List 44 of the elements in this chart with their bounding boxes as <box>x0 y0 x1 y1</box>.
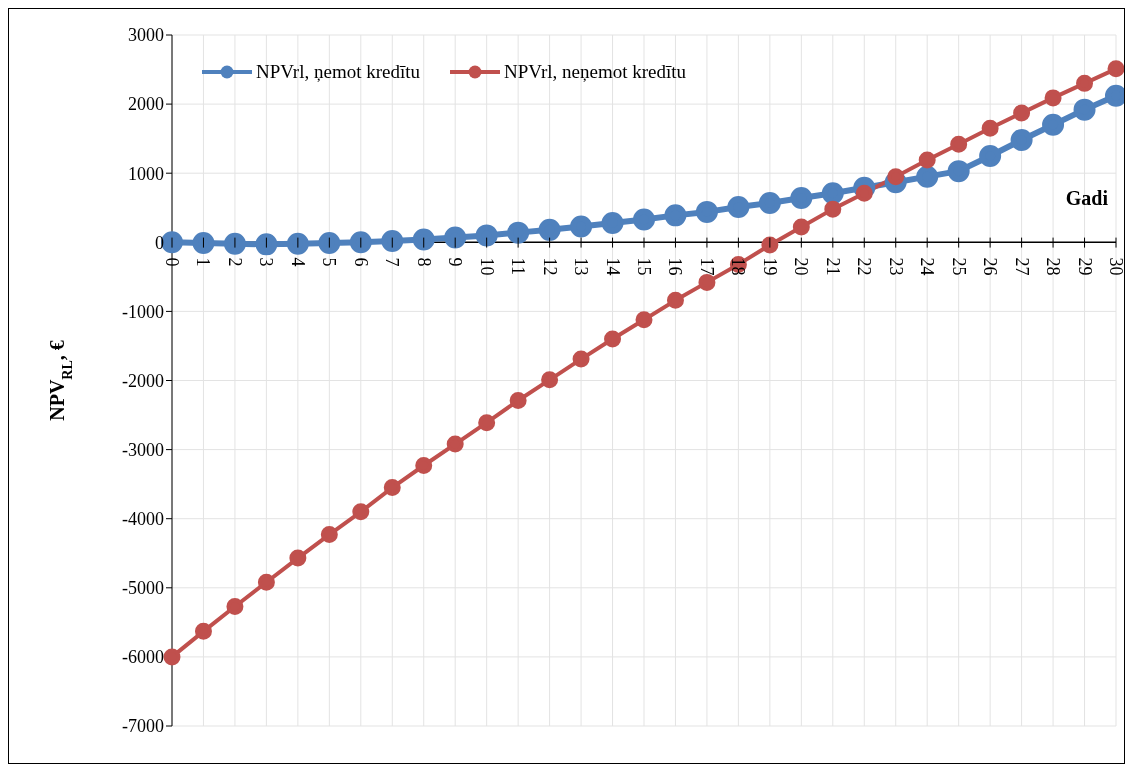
x-tick-label: 7 <box>382 257 403 267</box>
x-tick-label: 5 <box>319 257 340 267</box>
y-tick-label: -4000 <box>122 509 164 530</box>
y-tick-label: -2000 <box>122 370 164 391</box>
y-tick-label: 1000 <box>128 163 164 184</box>
x-tick-label: 28 <box>1043 257 1064 276</box>
x-tick-label: 21 <box>822 257 843 276</box>
x-tick-label: 19 <box>759 257 780 276</box>
legend-label: NPVrl, neņemot kredītu <box>504 61 687 83</box>
x-tick-label: 30 <box>1106 257 1126 276</box>
x-tick-label: 25 <box>948 257 969 276</box>
x-tick-label: 11 <box>508 257 529 275</box>
x-tick-label: 14 <box>602 257 623 276</box>
x-tick-label: 8 <box>413 257 434 267</box>
x-tick-label: 22 <box>854 257 875 276</box>
x-tick-label: 27 <box>1011 257 1032 276</box>
legend-label: NPVrl, ņemot kredītu <box>256 61 421 83</box>
x-tick-label: 18 <box>728 257 749 276</box>
x-tick-label: 23 <box>885 257 906 276</box>
x-tick-label: 4 <box>287 257 308 267</box>
x-tick-label: 6 <box>350 257 371 267</box>
x-tick-label: 3 <box>256 257 277 267</box>
y-tick-label: 2000 <box>128 94 164 115</box>
x-tick-label: 2 <box>224 257 245 267</box>
x-tick-label: 15 <box>634 257 654 276</box>
x-tick-label: 1 <box>193 257 214 267</box>
y-tick-label: -1000 <box>122 301 164 322</box>
x-tick-label: 9 <box>445 257 466 267</box>
x-tick-label: 0 <box>162 257 182 267</box>
x-tick-label: 10 <box>476 257 497 276</box>
y-tick-label: -6000 <box>122 647 164 668</box>
x-tick-label: 26 <box>980 257 1001 276</box>
x-axis-title: Gadi <box>1065 186 1108 210</box>
x-tick-label: 24 <box>917 257 938 276</box>
x-tick-label: 17 <box>696 257 717 276</box>
y-tick-label: -7000 <box>122 716 164 737</box>
y-tick-label: -5000 <box>122 578 164 599</box>
x-tick-label: 20 <box>791 257 812 276</box>
y-tick-label: 3000 <box>128 25 164 46</box>
y-tick-label: -3000 <box>122 439 164 460</box>
x-tick-label: 29 <box>1074 257 1095 276</box>
x-tick-label: 16 <box>665 257 686 276</box>
x-tick-label: 12 <box>539 257 560 276</box>
x-tick-label: 13 <box>571 257 592 276</box>
